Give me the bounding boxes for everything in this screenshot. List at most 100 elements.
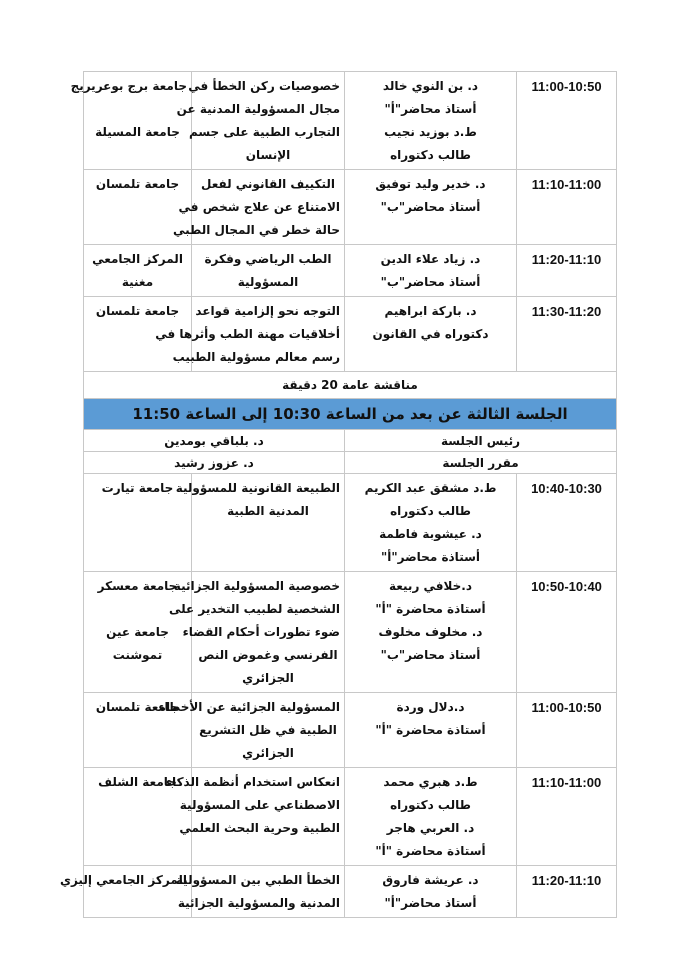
chair-row: رئيس الجلسة د. بلباقي بومدين [83,429,617,452]
speakers-line: د. باركة ابراهيم [384,304,477,318]
speakers-line: د. عيشوبة فاطمة [379,527,482,541]
table-row: 11:20-11:10 د. زياد علاء الدين أستاذ محاضر… [83,244,617,297]
university-line: جامعة الشلف [98,775,177,789]
topic-line: خصوصيات ركن الخطأ في [188,79,340,93]
university-line: جامعة المسيلة [95,125,180,139]
topic-line: الامتناع عن علاج شخص في [178,200,340,214]
topic-line: حالة خطر في المجال الطبي [172,223,340,237]
speakers-cell: ط.د هبري محمد طالب دكتوراه د. العربي هاجر أ… [344,767,517,866]
topic-line: خصوصية المسؤولية الجزائية [173,579,340,593]
table-row: 11:10-11:00 د. خدير وليد توفيق أستاذ محاضر… [83,169,617,245]
topic-line: التوجه نحو إلزامية قواعد [195,304,340,318]
speakers-line: طالب دكتوراه [390,798,471,812]
university-line: تموشنت [112,648,163,662]
speakers-line: أستاذة محاضرة "أ" [375,844,486,858]
rapporteur-name: د. عزوز رشيد [83,451,345,474]
chair-name: د. بلباقي بومدين [83,429,345,452]
university-cell: المركز الجامعي مغنية [83,244,192,297]
chair-label: رئيس الجلسة [344,429,617,452]
speakers-line: أستاذة محاضرة "أ" [375,602,486,616]
speakers-cell: د. بن النوي خالد أستاذ محاضر"أ" ط.د بوزيد … [344,71,517,170]
topic-line: المدنية والمسؤولية الجزائية [177,896,340,910]
speakers-line: د. مخلوف مخلوف [378,625,483,639]
university-line: جامعة عين [106,625,169,639]
university-line: جامعة تلمسان [95,304,180,318]
speakers-line: أستاذ محاضر"ب" [380,200,481,214]
university-cell: جامعة الشلف [83,767,192,866]
university-cell: جامعة تلمسان [83,169,192,245]
topic-cell: المسؤولية الجزائية عن الأخطاء الطبية في ظ… [158,692,345,768]
topic-line: أخلاقيات مهنة الطب وأثرها في [155,327,340,341]
time-cell: 11:00-10:50 [516,692,617,768]
time-cell: 11:10-11:00 [516,169,617,245]
speakers-cell: د.دلال وردة أستاذة محاضرة "أ" [344,692,517,768]
university-cell: جامعة تيارت [83,473,192,572]
university-cell: المركز الجامعي إليزي [59,865,192,918]
session-header-row: الجلسة الثالثة عن بعد من الساعة 10:30 إل… [83,398,617,430]
speakers-cell: د. عريشة فاروق أستاذ محاضر"أ" [344,865,517,918]
speakers-cell: د.خلافي ربيعة أستاذة محاضرة "أ" د. مخلوف م… [344,571,517,693]
speakers-line: د.دلال وردة [396,700,465,714]
speakers-line: أستاذ محاضر"ب" [380,275,481,289]
table-row: 11:00-10:50 د.دلال وردة أستاذة محاضرة "أ" ا… [83,692,617,768]
speakers-line: د. بن النوي خالد [382,79,479,93]
topic-line: الجزائري [242,671,294,685]
university-line: جامعة معسكر [97,579,178,593]
speakers-line: أستاذ محاضر"أ" [384,102,477,116]
topic-line: انعكاس استخدام أنظمة الذكاء [165,775,340,789]
university-cell: جامعة برج بوعريريج جامعة المسيلة [70,71,192,170]
topic-line: الفرنسي وغموض النص [198,648,338,662]
speakers-line: د. العربي هاجر [386,821,475,835]
table-row: 11:10-11:00 ط.د هبري محمد طالب دكتوراه د. ا… [83,767,617,866]
university-line [88,98,187,121]
speakers-line: أستاذ محاضر"أ" [384,896,477,910]
topic-line: المدنية الطبية [227,504,309,518]
speakers-line: أستاذة محاضرة "أ" [375,723,486,737]
university-line: جامعة تلمسان [95,177,180,191]
topic-line: رسم معالم مسؤولية الطبيب [172,350,340,364]
speakers-line: د. زياد علاء الدين [380,252,481,266]
topic-cell: التوجه نحو إلزامية قواعد أخلاقيات مهنة ال… [155,296,345,372]
university-line: جامعة برج بوعريريج [70,79,187,93]
topic-line: التجارب الطبية على جسم [188,125,340,139]
university-line: مغنية [121,275,154,289]
university-cell: جامعة معسكر جامعة عين تموشنت [83,571,192,693]
speakers-line: طالب دكتوراه [390,148,471,162]
university-cell: جامعة تلمسان [83,296,192,372]
topic-line: التكييف القانوني لفعل [200,177,335,191]
discussion-text: مناقشة عامة 20 دقيقة [83,371,617,399]
speakers-line: ط.د هبري محمد [383,775,478,789]
speakers-line: د. خدير وليد توفيق [375,177,486,191]
time-cell: 11:00-10:50 [516,71,617,170]
speakers-cell: د. باركة ابراهيم دكتوراه في القانون [344,296,517,372]
speakers-cell: ط.د مشقق عبد الكريم طالب دكتوراه د. عيشوبة… [344,473,517,572]
speakers-line: أستاذ محاضر"ب" [380,648,481,662]
topic-line: الطبية في ظل التشريع [199,723,337,737]
university-cell: جامعة تلمسان [83,692,192,768]
discussion-row: مناقشة عامة 20 دقيقة [83,371,617,399]
topic-line: الإنسان [245,148,291,162]
topic-line: الطبيعة القانونية للمسؤولية [175,481,340,495]
speakers-line: دكتوراه في القانون [372,327,489,341]
topic-line: الطبية وحرية البحث العلمي [179,821,340,835]
rapporteur-label: مقرر الجلسة [344,451,617,474]
topic-line: المسؤولية الجزائية عن الأخطاء [158,700,340,714]
time-cell: 10:40-10:30 [516,473,617,572]
table-row: 10:50-10:40 د.خلافي ربيعة أستاذة محاضرة "أ… [83,571,617,693]
university-line: المركز الجامعي إليزي [59,873,187,887]
topic-line: الخطأ الطبي بين المسؤولية [175,873,340,887]
topic-line: المسؤولية [237,275,299,289]
speakers-line: طالب دكتوراه [390,504,471,518]
time-cell: 11:10-11:00 [516,767,617,866]
time-cell: 10:50-10:40 [516,571,617,693]
university-line: المركز الجامعي [92,252,183,266]
time-cell: 11:20-11:10 [516,244,617,297]
topic-cell: انعكاس استخدام أنظمة الذكاء الاصطناعي على… [165,767,345,866]
speakers-line: د.خلافي ربيعة [388,579,472,593]
table-row: 11:00-10:50 د. بن النوي خالد أستاذ محاضر"أ… [70,71,617,170]
speakers-line: أستاذة محاضر"أ" [381,550,480,564]
topic-line: الجزائري [242,746,294,760]
topic-line: الاصطناعي على المسؤولية [179,798,340,812]
topic-line: ضوء تطورات أحكام القضاء [182,625,340,639]
topic-line: مجال المسؤولية المدنية عن [176,102,340,116]
